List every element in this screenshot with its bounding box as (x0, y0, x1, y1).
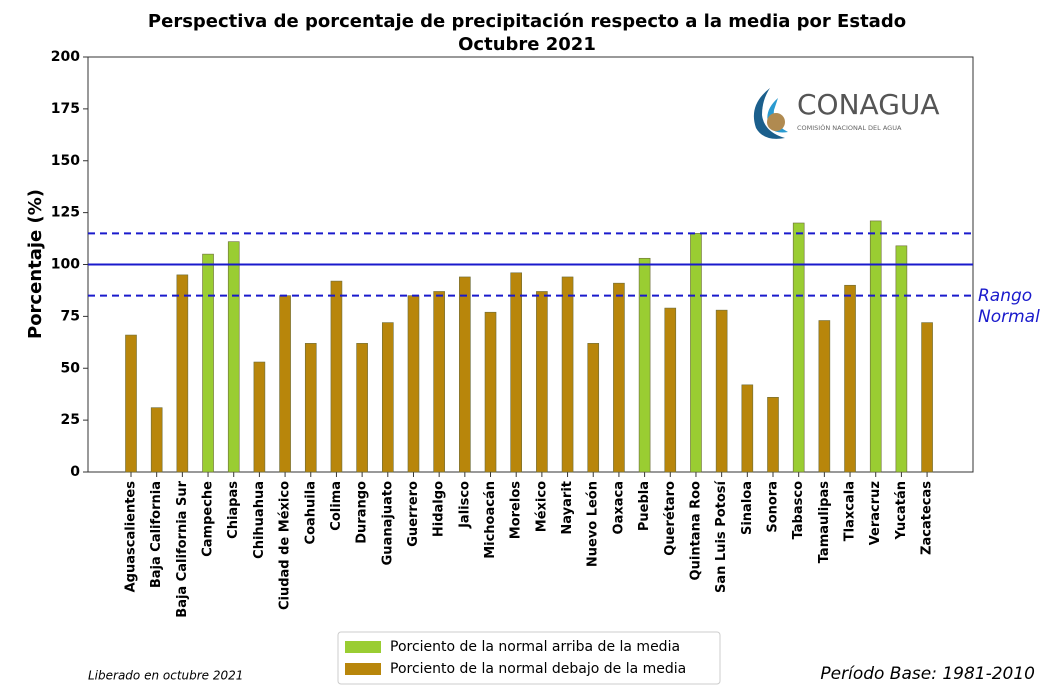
bar (202, 253, 214, 473)
bar (510, 272, 523, 473)
bar (356, 343, 368, 473)
x-tick-label: Hidalgo (432, 481, 447, 537)
x-tick-label: Ciudad de México (278, 481, 293, 610)
x-tick-label: Zacatecas (920, 481, 935, 555)
y-tick-label: 25 (61, 412, 80, 428)
logo-subtitle: COMISIÓN NACIONAL DEL AGUA (797, 123, 902, 132)
x-tick-label: Chiapas (226, 481, 241, 539)
y-tick-label: 75 (61, 308, 80, 324)
x-tick-label: Tabasco (791, 481, 806, 539)
logo-text: CONAGUA (797, 88, 940, 121)
bar (664, 307, 677, 473)
bar (844, 284, 856, 473)
bar (433, 291, 445, 473)
bar (381, 322, 394, 473)
x-tick-label: Coahuila (303, 481, 318, 544)
bar (613, 282, 625, 473)
x-tick-label: Nuevo León (586, 481, 601, 567)
bar (921, 322, 933, 473)
x-tick-label: Morelos (509, 481, 524, 539)
bar (715, 309, 728, 473)
x-tick-label: San Luis Potosí (714, 479, 729, 593)
bar (561, 276, 574, 473)
x-tick-label: Oaxaca (611, 481, 626, 534)
bar (895, 245, 908, 473)
x-tick-label: Tamaulipas (817, 481, 832, 564)
x-tick-label: Aguascalientes (124, 481, 139, 593)
bar (869, 220, 882, 473)
bar (741, 384, 754, 473)
bar (818, 320, 831, 473)
annotation-line: Normal (978, 307, 1040, 327)
legend-label: Porciento de la normal arriba de la medi… (390, 639, 680, 655)
y-tick-label: 125 (51, 205, 80, 221)
legend-swatch (345, 663, 381, 675)
y-tick-label: 0 (70, 464, 80, 480)
x-tick-label: Baja California (149, 481, 164, 588)
footer-left: Liberado en octubre 2021 (88, 669, 243, 683)
chart-title: Perspectiva de porcentaje de precipitaci… (148, 11, 906, 32)
footer-right: Período Base: 1981-2010 (820, 664, 1035, 684)
bar (253, 361, 266, 473)
x-tick-label: Durango (355, 481, 370, 544)
y-tick-label: 150 (51, 153, 80, 169)
bar (125, 334, 137, 473)
bar (459, 276, 471, 473)
bar (792, 222, 805, 473)
x-tick-label: Tlaxcala (843, 481, 858, 541)
x-tick-label: Guerrero (406, 481, 421, 547)
bar (227, 241, 240, 473)
x-tick-label: Chihuahua (252, 481, 267, 559)
x-tick-label: Quintana Roo (688, 481, 703, 580)
x-tick-label: Baja California Sur (175, 480, 190, 617)
annotation: Rango Normal (978, 286, 1040, 327)
chart-subtitle: Octubre 2021 (458, 34, 596, 55)
y-tick-label: 50 (61, 360, 81, 376)
annotation-line: Rango (978, 286, 1032, 306)
y-axis-label: Porcentaje (%) (25, 189, 46, 339)
legend-box (337, 631, 721, 685)
logo-icon (753, 88, 785, 139)
legend: Porciento de la normal arriba de la medi… (337, 631, 721, 685)
x-tick-label: Guanajuato (380, 481, 395, 565)
bar (279, 295, 291, 473)
x-tick-label: México (534, 481, 549, 532)
bar (767, 396, 779, 473)
bar (176, 274, 189, 473)
legend-swatch (345, 641, 381, 653)
bar (536, 291, 548, 473)
bar (484, 311, 497, 473)
x-tick-label: Puebla (637, 481, 652, 531)
x-tick-label: Colima (329, 481, 344, 531)
logo-icon (767, 113, 785, 131)
y-tick-label: 200 (51, 49, 80, 65)
y-tick-label: 100 (51, 257, 80, 273)
bar (587, 343, 600, 473)
y-tick-label: 175 (51, 101, 80, 117)
x-tick-label: Jalisco (457, 481, 472, 529)
x-tick-label: Veracruz (868, 481, 883, 545)
legend-label: Porciento de la normal debajo de la medi… (390, 661, 686, 677)
x-tick-label: Yucatán (894, 481, 909, 540)
bar (638, 257, 651, 473)
x-tick-label: Nayarit (560, 481, 575, 535)
x-tick-label: Sonora (766, 481, 781, 533)
bar (150, 407, 163, 473)
x-tick-label: Michoacán (483, 481, 498, 559)
x-tick-label: Campeche (201, 481, 216, 557)
bar (407, 295, 420, 473)
x-tick-label: Querétaro (663, 481, 678, 556)
x-tick-label: Sinaloa (740, 481, 755, 535)
bar (330, 280, 343, 473)
bar (304, 343, 317, 473)
bar (690, 233, 702, 473)
logo: CONAGUA COMISIÓN NACIONAL DEL AGUA (753, 88, 940, 139)
